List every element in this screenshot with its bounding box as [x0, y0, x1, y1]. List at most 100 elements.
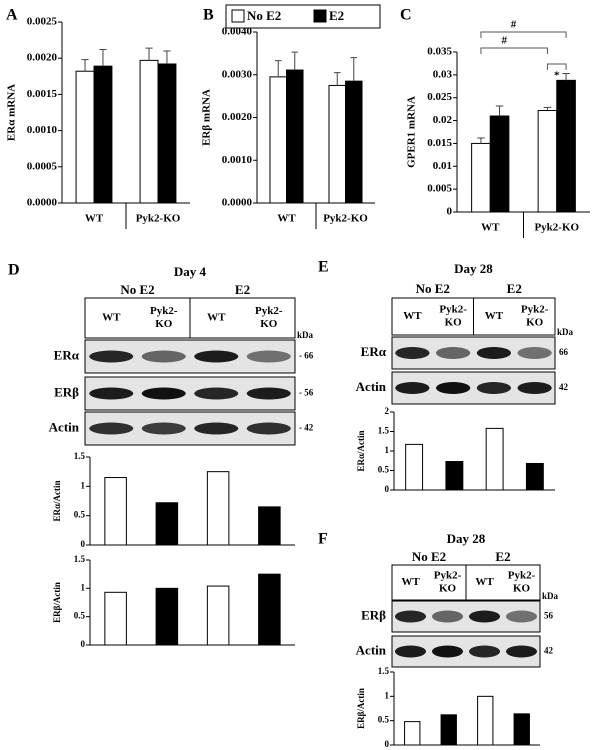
y-tick-label: 0: [447, 206, 453, 218]
blot-band: [436, 382, 471, 394]
row-label: Actin: [49, 419, 80, 434]
bar: [328, 84, 347, 204]
y-axis-label: GPER1 mRNA: [406, 96, 418, 168]
blot-group: E2: [235, 282, 250, 297]
lane-label: KO: [445, 317, 463, 329]
lane-label: Pyk2-: [434, 570, 462, 582]
y-tick-label: 0: [385, 484, 390, 494]
y-tick-label: 0.5: [74, 510, 86, 520]
bar: [206, 585, 230, 646]
blot-day: Day 28: [454, 261, 493, 276]
y-tick-label: 0.02: [433, 114, 453, 126]
error-bar: [99, 49, 107, 67]
error-bar: [543, 106, 552, 111]
bar: [155, 502, 179, 546]
bar: [139, 59, 159, 204]
blot-band: [141, 387, 186, 400]
y-tick-label: 0.0015: [27, 88, 58, 100]
row-kda: 42: [544, 646, 554, 656]
bar: [104, 477, 127, 546]
x-tick-label: Pyk2-KO: [323, 213, 368, 225]
bar: [345, 80, 363, 204]
bar: [525, 462, 544, 491]
lane-label: WT: [102, 312, 121, 324]
lane-label: WT: [475, 576, 494, 588]
lane-label: Pyk2-: [439, 304, 467, 316]
significance-bracket: [480, 31, 567, 38]
y-axis-label: ERα mRNA: [6, 84, 18, 141]
y-tick-label: 0.0010: [222, 154, 253, 166]
panel-label: C: [400, 7, 412, 24]
blot-band: [246, 422, 291, 435]
bar: [157, 63, 177, 204]
bar: [404, 721, 421, 746]
lane-label: WT: [207, 312, 226, 324]
error-bar: [163, 50, 171, 64]
y-tick-label: 0.5: [378, 465, 390, 475]
y-tick-label: 1.5: [378, 426, 390, 436]
y-axis-label: ERβ/Actin: [52, 582, 62, 623]
blot-band: [194, 422, 239, 435]
blot-group: No E2: [416, 281, 450, 296]
bar: [269, 76, 288, 204]
y-tick-label: 0.015: [427, 137, 452, 149]
blot-band: [246, 387, 291, 400]
bar: [405, 443, 424, 491]
y-tick-label: 0.0010: [27, 124, 58, 136]
row-label: ERα: [54, 347, 80, 362]
bar: [489, 115, 510, 213]
blot-band: [89, 387, 134, 400]
kda-unit: kDa: [557, 327, 574, 337]
blot-band: [394, 610, 427, 623]
panel-label: E: [318, 259, 329, 276]
row-label: ERα: [361, 344, 387, 359]
y-tick-label: 0.5: [378, 715, 390, 725]
y-tick-label: 0.0020: [222, 111, 253, 123]
bar: [93, 65, 113, 204]
blot-band: [517, 382, 552, 394]
error-bar: [333, 72, 341, 86]
y-tick-label: 0.0005: [27, 160, 58, 172]
row-label: ERβ: [361, 607, 386, 622]
x-tick-label: WT: [85, 213, 104, 225]
lane-label: Pyk2-: [150, 305, 178, 317]
blot-band: [431, 645, 464, 658]
y-tick-label: 1: [81, 480, 86, 490]
y-tick-label: 0: [385, 739, 390, 749]
blot-group: E2: [507, 281, 522, 296]
y-tick-label: 0.0040: [222, 26, 253, 38]
lane-label: KO: [155, 318, 173, 330]
blot-band: [468, 610, 501, 623]
bar: [104, 591, 127, 646]
y-tick-label: 0.025: [427, 91, 452, 103]
y-tick-label: 0.0025: [27, 16, 58, 28]
error-bar: [145, 47, 153, 61]
blot-group: E2: [495, 549, 510, 564]
row-kda: 66: [559, 347, 569, 357]
panel-label: B: [203, 7, 214, 24]
error-bar: [495, 105, 504, 116]
y-tick-label: 1: [81, 582, 86, 592]
bar: [445, 461, 464, 491]
row-label: Actin: [356, 642, 387, 657]
error-bar: [291, 51, 299, 71]
error-bar: [274, 60, 282, 77]
significance-mark: #: [501, 35, 507, 47]
y-tick-label: 0: [81, 639, 86, 649]
bar: [258, 573, 281, 646]
legend-swatch: [231, 9, 245, 23]
blot-band: [141, 422, 186, 435]
y-axis-label: ERα/Actin: [52, 480, 62, 521]
bar: [155, 587, 179, 646]
error-bar: [350, 57, 358, 82]
row-label: Actin: [356, 379, 387, 394]
bar: [471, 142, 491, 213]
blot-band: [505, 610, 538, 623]
blot-band: [194, 350, 239, 363]
blot-group: No E2: [120, 282, 154, 297]
blot-band: [394, 645, 427, 658]
row-kda: - 56: [299, 388, 314, 398]
blot-band: [476, 347, 511, 359]
legend-label: E2: [329, 8, 344, 23]
